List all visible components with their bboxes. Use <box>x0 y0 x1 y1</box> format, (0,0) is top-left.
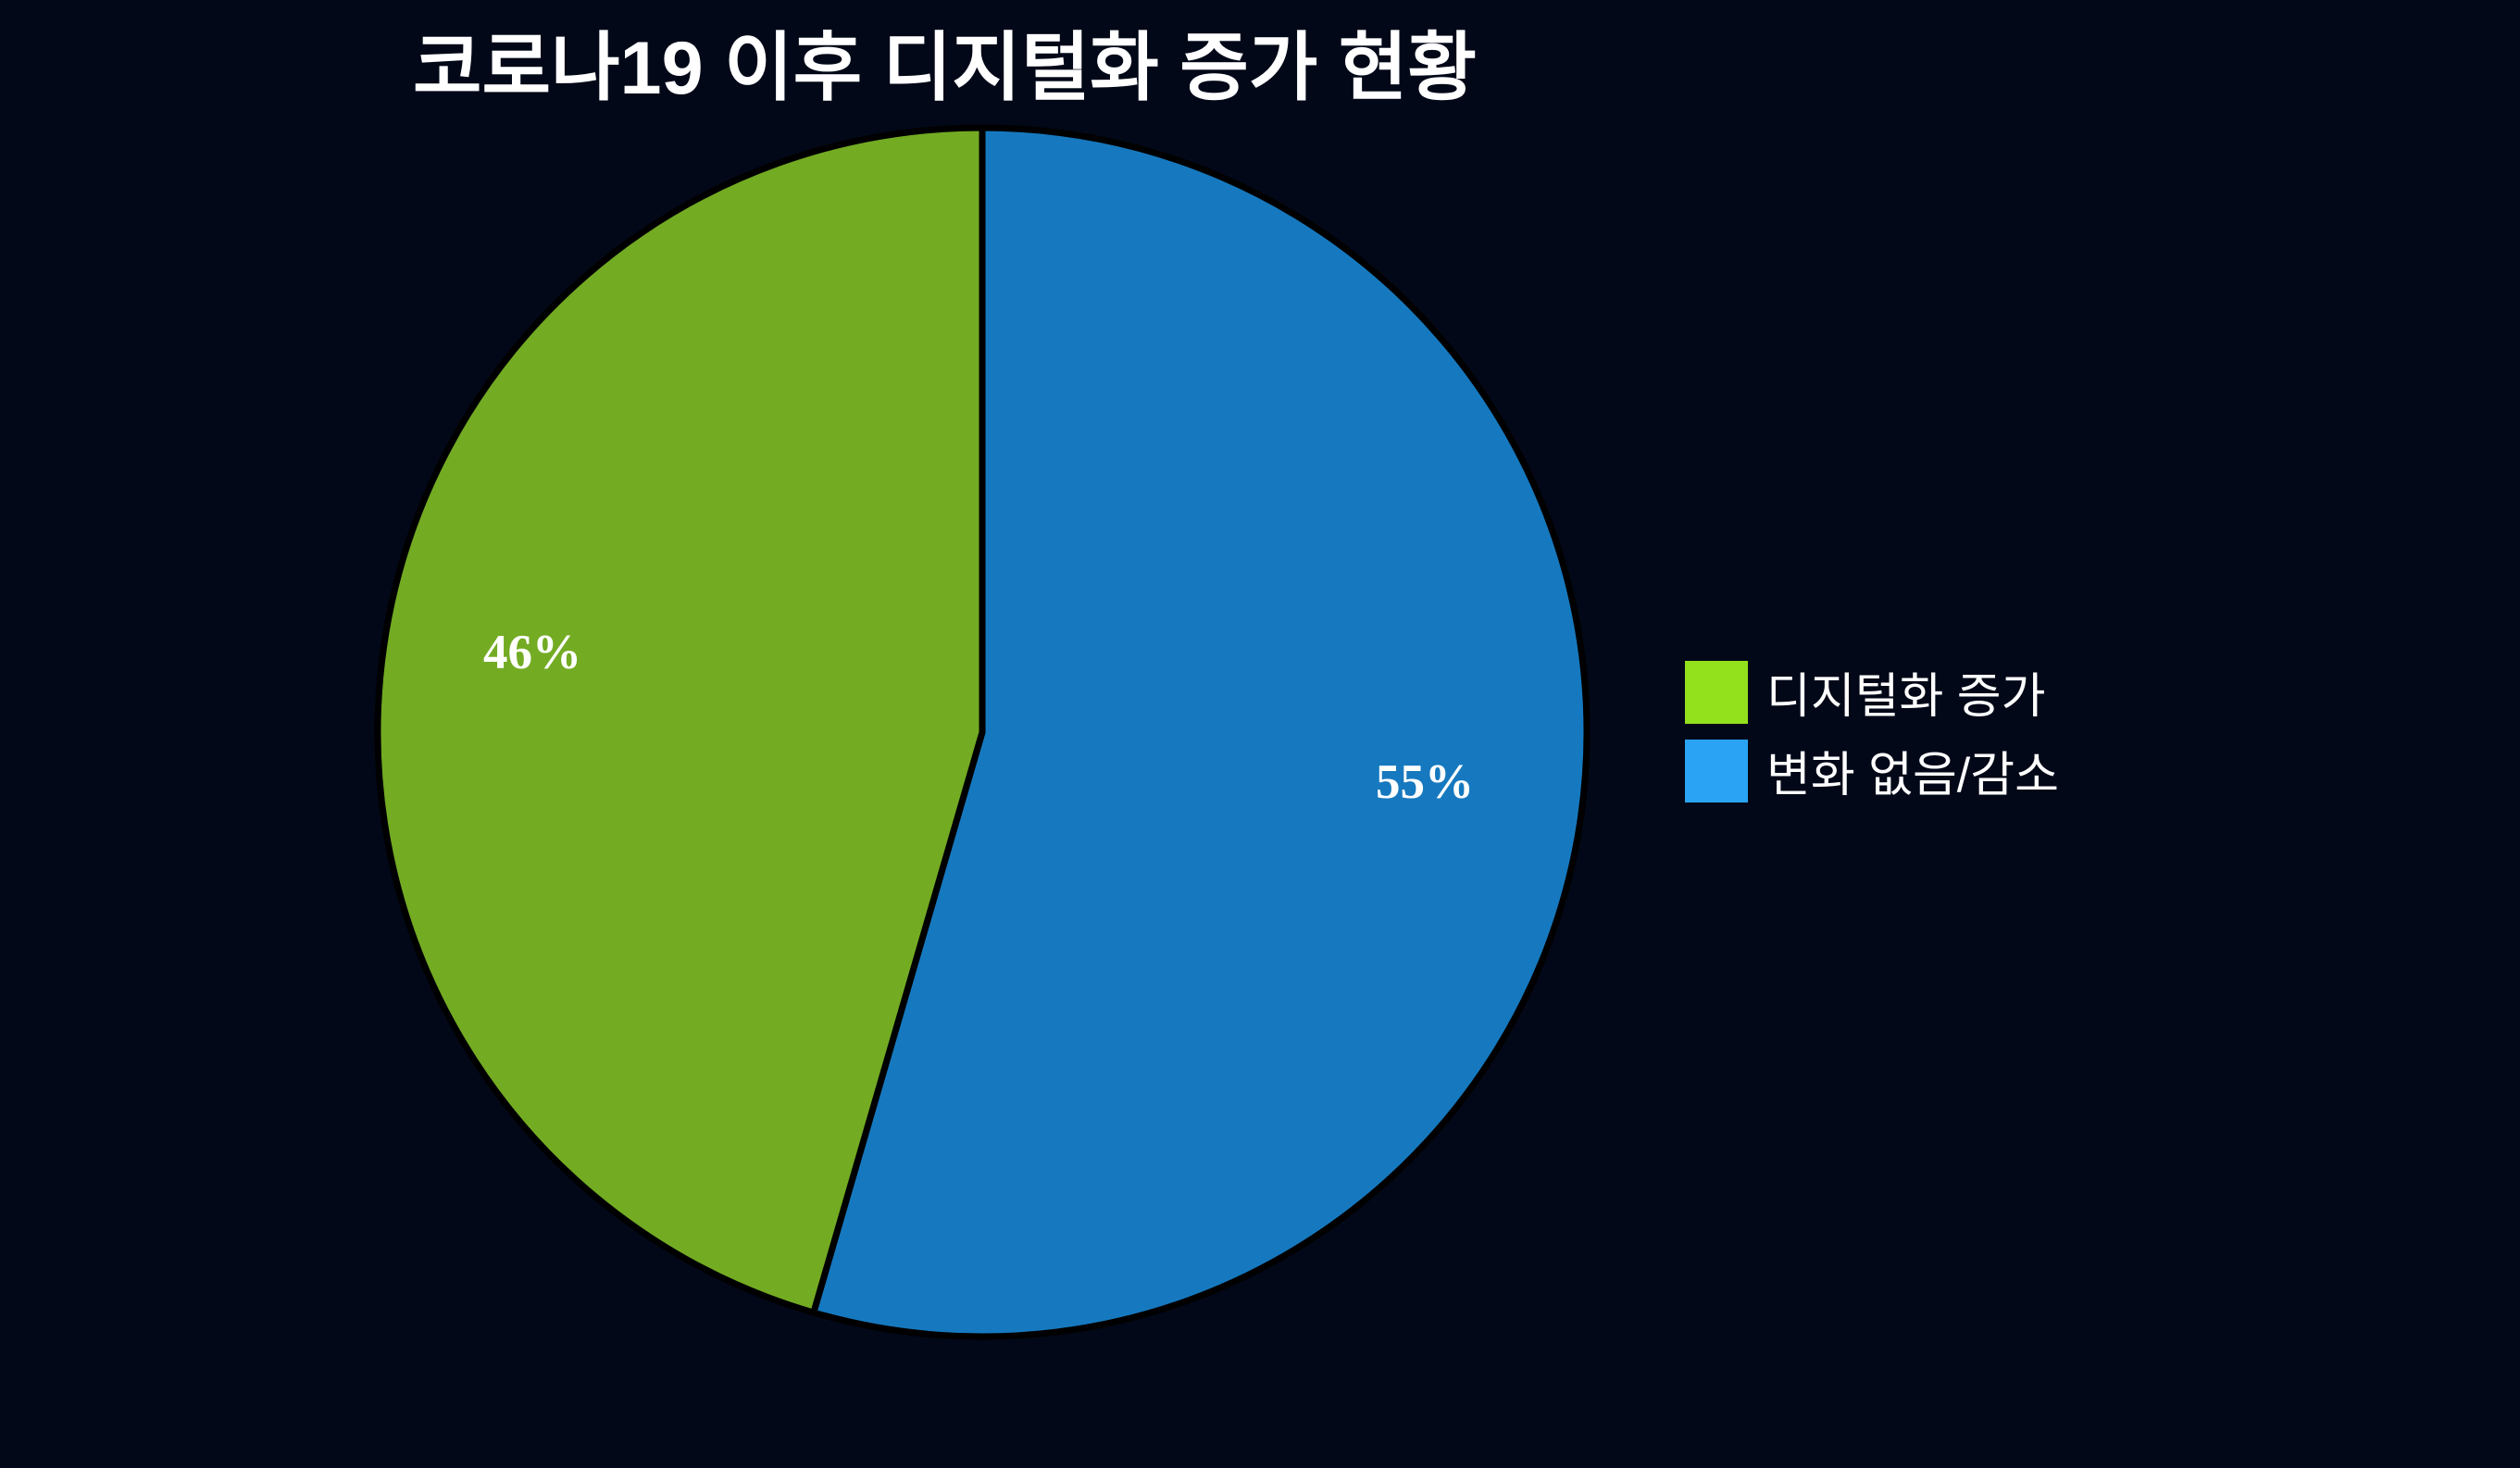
svg-text:55%: 55% <box>1376 755 1474 809</box>
svg-text:46%: 46% <box>483 626 581 679</box>
